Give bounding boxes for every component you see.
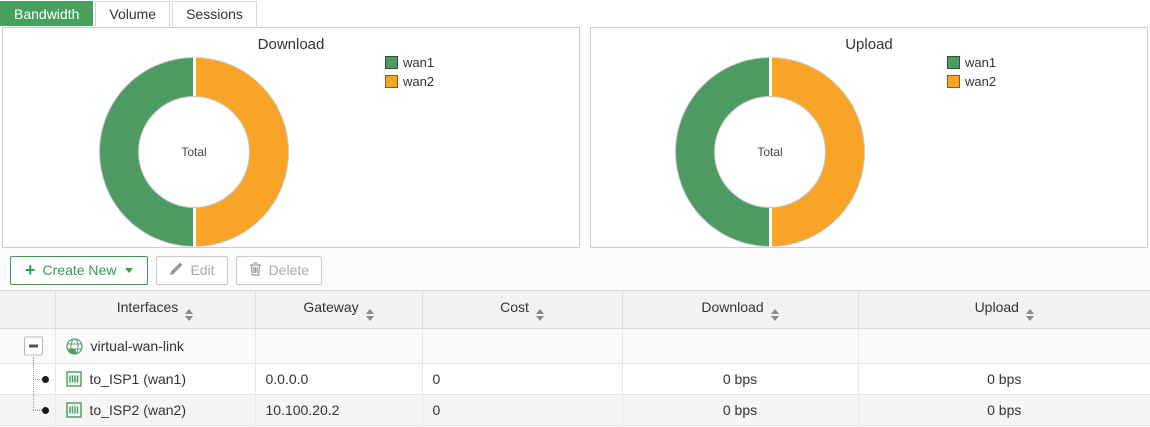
- header-label: Gateway: [303, 298, 359, 315]
- legend-item-wan1: wan1: [385, 55, 434, 70]
- header-label: Upload: [974, 298, 1019, 315]
- donut-center-label: Total: [138, 96, 250, 208]
- gateway-cell: 0.0.0.0: [255, 363, 423, 395]
- sort-icon: [365, 308, 374, 321]
- interface-name: to_ISP1 (wan1): [89, 371, 187, 387]
- column-header-upload[interactable]: Upload: [858, 290, 1150, 329]
- legend-label: wan1: [965, 55, 997, 70]
- download-cell: 0 bps: [622, 394, 859, 426]
- header-label: Interfaces: [116, 298, 179, 315]
- collapse-toggle-button[interactable]: [24, 336, 43, 356]
- upload-chart-legend: wan1 wan2: [947, 55, 996, 93]
- table-header-row: Interfaces Gateway Cost Download Upload: [0, 290, 1150, 329]
- tab-sessions[interactable]: Sessions: [172, 1, 257, 26]
- tree-line: [33, 379, 42, 380]
- header-label: Cost: [500, 298, 529, 315]
- tab-bandwidth[interactable]: Bandwidth: [0, 1, 94, 26]
- plus-icon: +: [25, 260, 36, 280]
- legend-item-wan1: wan1: [947, 55, 996, 70]
- table-row-virtual-wan-link[interactable]: virtual-wan-link: [0, 328, 1150, 364]
- delete-button[interactable]: Delete: [235, 255, 323, 285]
- download-chart-title: Download: [257, 36, 325, 53]
- column-header-cost[interactable]: Cost: [422, 290, 623, 329]
- tree-line: [33, 395, 34, 410]
- table-row-to-isp1[interactable]: to_ISP1 (wan1) 0.0.0.0 0 0 bps 0 bps: [0, 363, 1150, 395]
- cost-cell: 0: [422, 363, 623, 395]
- column-header-gateway[interactable]: Gateway: [255, 290, 423, 329]
- edit-button[interactable]: Edit: [156, 255, 228, 285]
- trash-icon: [249, 262, 262, 278]
- upload-chart-title: Upload: [845, 36, 893, 53]
- sort-icon: [535, 308, 544, 321]
- cost-cell: 0: [422, 394, 623, 426]
- ethernet-port-icon: [65, 371, 82, 387]
- tree-bullet-icon: [42, 406, 49, 414]
- edit-label: Edit: [190, 262, 215, 278]
- gateway-cell: [255, 328, 423, 364]
- caret-down-icon: [125, 267, 134, 273]
- tree-bullet-icon: [42, 375, 49, 383]
- tab-volume[interactable]: Volume: [95, 1, 171, 26]
- cost-cell: [422, 328, 623, 364]
- interface-name: virtual-wan-link: [90, 338, 184, 354]
- upload-cell: [858, 328, 1150, 364]
- table-toolbar: + Create New Edit Delete: [0, 248, 1150, 290]
- wan1-swatch-icon: [947, 56, 960, 69]
- charts-row: Download Total wan1 wan2 Upload Total wa…: [0, 26, 1150, 248]
- wan1-swatch-icon: [385, 56, 398, 69]
- pencil-icon: [169, 262, 183, 278]
- upload-cell: 0 bps: [858, 363, 1150, 395]
- sort-icon: [185, 308, 194, 321]
- sort-icon: [770, 308, 779, 321]
- download-chart-panel: Download Total wan1 wan2: [2, 27, 580, 248]
- upload-cell: 0 bps: [858, 394, 1150, 426]
- chart-tabbar: Bandwidth Volume Sessions: [0, 0, 1150, 26]
- download-chart-legend: wan1 wan2: [385, 55, 434, 93]
- download-cell: [622, 328, 859, 364]
- create-new-button[interactable]: + Create New: [10, 255, 149, 285]
- sdwan-interfaces-table: Interfaces Gateway Cost Download Upload: [0, 290, 1150, 426]
- upload-chart-panel: Upload Total wan1 wan2: [590, 27, 1148, 248]
- column-header-interfaces[interactable]: Interfaces: [55, 290, 256, 329]
- tree-column-header: [0, 290, 56, 329]
- legend-label: wan2: [965, 74, 997, 89]
- column-header-download[interactable]: Download: [622, 290, 859, 329]
- create-new-label: Create New: [42, 262, 117, 278]
- wan2-swatch-icon: [385, 75, 398, 88]
- virtual-wan-link-globe-icon: [65, 337, 83, 355]
- table-row-to-isp2[interactable]: to_ISP2 (wan2) 10.100.20.2 0 0 bps 0 bps: [0, 394, 1150, 426]
- sort-icon: [1025, 308, 1034, 321]
- legend-label: wan1: [403, 55, 435, 70]
- minus-icon: [29, 344, 38, 348]
- interface-name: to_ISP2 (wan2): [89, 402, 187, 418]
- download-cell: 0 bps: [622, 363, 859, 395]
- wan2-swatch-icon: [947, 75, 960, 88]
- legend-item-wan2: wan2: [385, 74, 434, 89]
- tree-line: [33, 357, 34, 363]
- ethernet-port-icon: [65, 402, 82, 418]
- gateway-cell: 10.100.20.2: [255, 394, 423, 426]
- legend-label: wan2: [403, 74, 435, 89]
- download-donut-chart: Total: [99, 57, 289, 247]
- tree-line: [33, 410, 42, 411]
- legend-item-wan2: wan2: [947, 74, 996, 89]
- delete-label: Delete: [268, 262, 310, 278]
- donut-center-label: Total: [714, 96, 826, 208]
- header-label: Download: [701, 298, 764, 315]
- upload-donut-chart: Total: [675, 57, 865, 247]
